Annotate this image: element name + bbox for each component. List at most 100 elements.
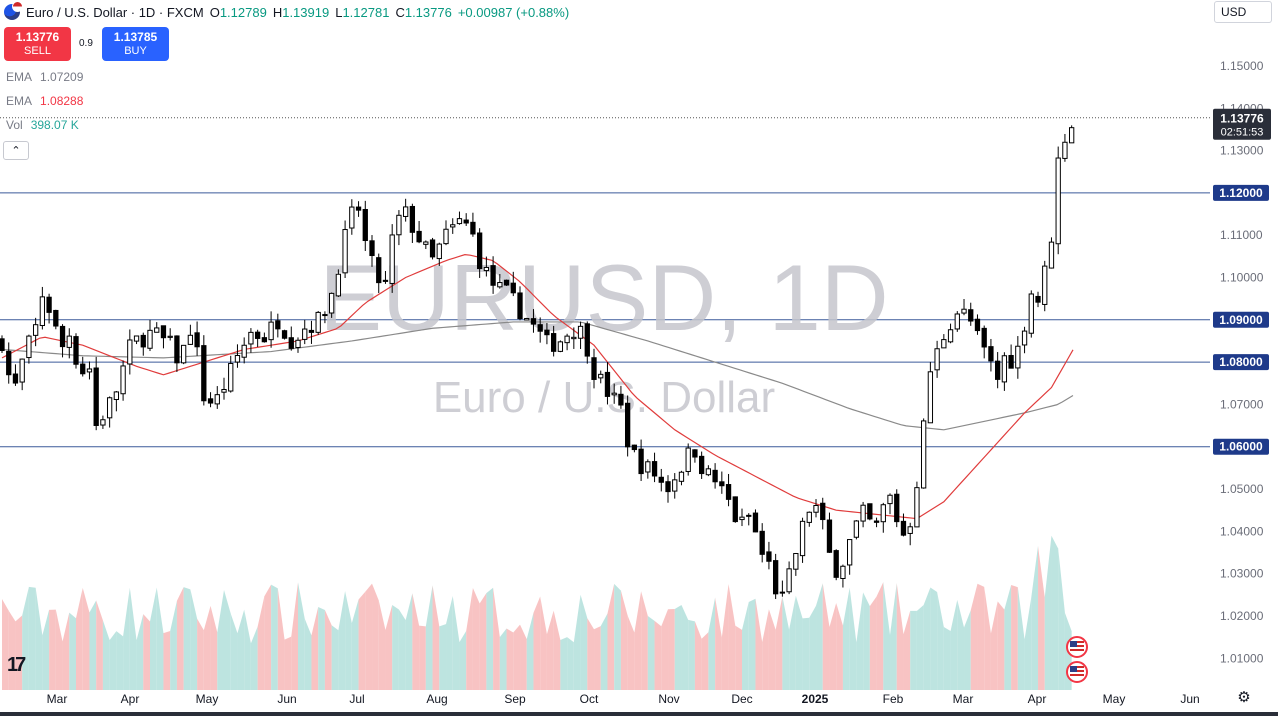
candle-body[interactable] (423, 241, 429, 245)
candle-body[interactable] (510, 282, 516, 294)
candle-body[interactable] (456, 218, 463, 225)
candle-body[interactable] (12, 373, 19, 384)
candle-body[interactable] (887, 494, 893, 505)
candle-body[interactable] (577, 325, 584, 339)
candle-body[interactable] (214, 394, 220, 405)
candle-body[interactable] (813, 505, 819, 513)
candle-body[interactable] (154, 327, 160, 333)
candle-body[interactable] (1069, 127, 1075, 144)
us-event-flag-icon[interactable] (1066, 636, 1088, 658)
candle-body[interactable] (443, 228, 449, 245)
candle-body[interactable] (914, 487, 920, 528)
candle-body[interactable] (739, 516, 745, 521)
candle-body[interactable] (678, 471, 685, 482)
candle-body[interactable] (786, 568, 792, 593)
candle-body[interactable] (685, 447, 691, 472)
candle-body[interactable] (120, 365, 126, 395)
candle-body[interactable] (490, 265, 496, 286)
candle-body[interactable] (611, 392, 617, 396)
candle-body[interactable] (409, 205, 416, 233)
candle-body[interactable] (180, 344, 187, 364)
candle-body[interactable] (1028, 293, 1034, 334)
candle-body[interactable] (672, 479, 678, 492)
candle-body[interactable] (201, 345, 207, 402)
candle-body[interactable] (133, 335, 140, 342)
candle-body[interactable] (665, 481, 671, 493)
candle-body[interactable] (234, 355, 241, 363)
candle-body[interactable] (46, 296, 52, 313)
candle-body[interactable] (429, 239, 436, 258)
candle-body[interactable] (779, 591, 786, 594)
candle-body[interactable] (362, 208, 368, 242)
chevron-up-icon[interactable]: ⌃ (3, 141, 29, 160)
candle-body[interactable] (584, 323, 590, 357)
candle-body[interactable] (241, 344, 247, 358)
candle-body[interactable] (167, 335, 173, 338)
candle-body[interactable] (941, 339, 947, 349)
candle-body[interactable] (907, 526, 913, 534)
candle-body[interactable] (396, 214, 402, 236)
candle-body[interactable] (1021, 330, 1028, 346)
candle-body[interactable] (26, 335, 32, 359)
candle-body[interactable] (302, 328, 308, 340)
candle-body[interactable] (860, 504, 866, 522)
candle-body[interactable] (873, 520, 880, 523)
candle-body[interactable] (880, 504, 886, 523)
indicator-ema-fast[interactable]: EMA 1.08288 (6, 94, 83, 108)
candle-body[interactable] (389, 234, 395, 284)
candle-body[interactable] (651, 461, 658, 477)
candle-body[interactable] (221, 388, 227, 393)
candle-body[interactable] (772, 560, 779, 595)
candle-body[interactable] (954, 313, 960, 330)
candle-body[interactable] (228, 362, 234, 392)
candle-body[interactable] (698, 455, 705, 475)
candle-body[interactable] (1048, 241, 1055, 269)
candle-body[interactable] (530, 318, 537, 325)
candle-body[interactable] (19, 358, 25, 383)
candle-body[interactable] (503, 279, 510, 286)
candle-body[interactable] (638, 448, 644, 475)
candle-body[interactable] (900, 520, 907, 536)
candle-body[interactable] (194, 332, 200, 348)
candle-body[interactable] (335, 273, 342, 297)
candle-body[interactable] (624, 402, 631, 448)
candle-body[interactable] (847, 539, 853, 566)
candle-body[interactable] (59, 325, 66, 348)
candle-body[interactable] (719, 481, 725, 487)
currency-selector[interactable]: USD (1214, 1, 1272, 23)
candle-body[interactable] (470, 221, 476, 235)
candle-body[interactable] (550, 333, 557, 352)
candle-body[interactable] (308, 329, 315, 333)
candle-body[interactable] (174, 335, 180, 364)
us-event-flag-icon[interactable] (1066, 661, 1088, 683)
candle-body[interactable] (974, 318, 981, 332)
candle-body[interactable] (1042, 265, 1048, 305)
candle-body[interactable] (288, 337, 294, 349)
candle-body[interactable] (598, 373, 604, 379)
candle-body[interactable] (6, 350, 12, 376)
candle-body[interactable] (712, 469, 718, 483)
candle-body[interactable] (564, 335, 570, 344)
candle-body[interactable] (483, 266, 490, 272)
candle-body[interactable] (988, 346, 994, 362)
candle-body[interactable] (631, 444, 638, 451)
candle-body[interactable] (376, 257, 382, 284)
candle-body[interactable] (1015, 345, 1021, 369)
candle-body[interactable] (752, 512, 759, 533)
candle-body[interactable] (571, 336, 577, 340)
candle-body[interactable] (591, 357, 597, 380)
candle-body[interactable] (793, 553, 799, 570)
candle-body[interactable] (322, 314, 328, 317)
candle-body[interactable] (1062, 141, 1068, 159)
candle-body[interactable] (86, 368, 93, 373)
candle-body[interactable] (927, 371, 934, 424)
candle-body[interactable] (187, 334, 194, 345)
candle-body[interactable] (80, 363, 86, 375)
candle-body[interactable] (1035, 295, 1041, 303)
candle-body[interactable] (947, 329, 954, 343)
candle-body[interactable] (53, 309, 59, 327)
candle-body[interactable] (106, 397, 113, 419)
gear-icon[interactable]: ⚙ (1237, 689, 1251, 706)
candle-body[interactable] (981, 327, 987, 348)
